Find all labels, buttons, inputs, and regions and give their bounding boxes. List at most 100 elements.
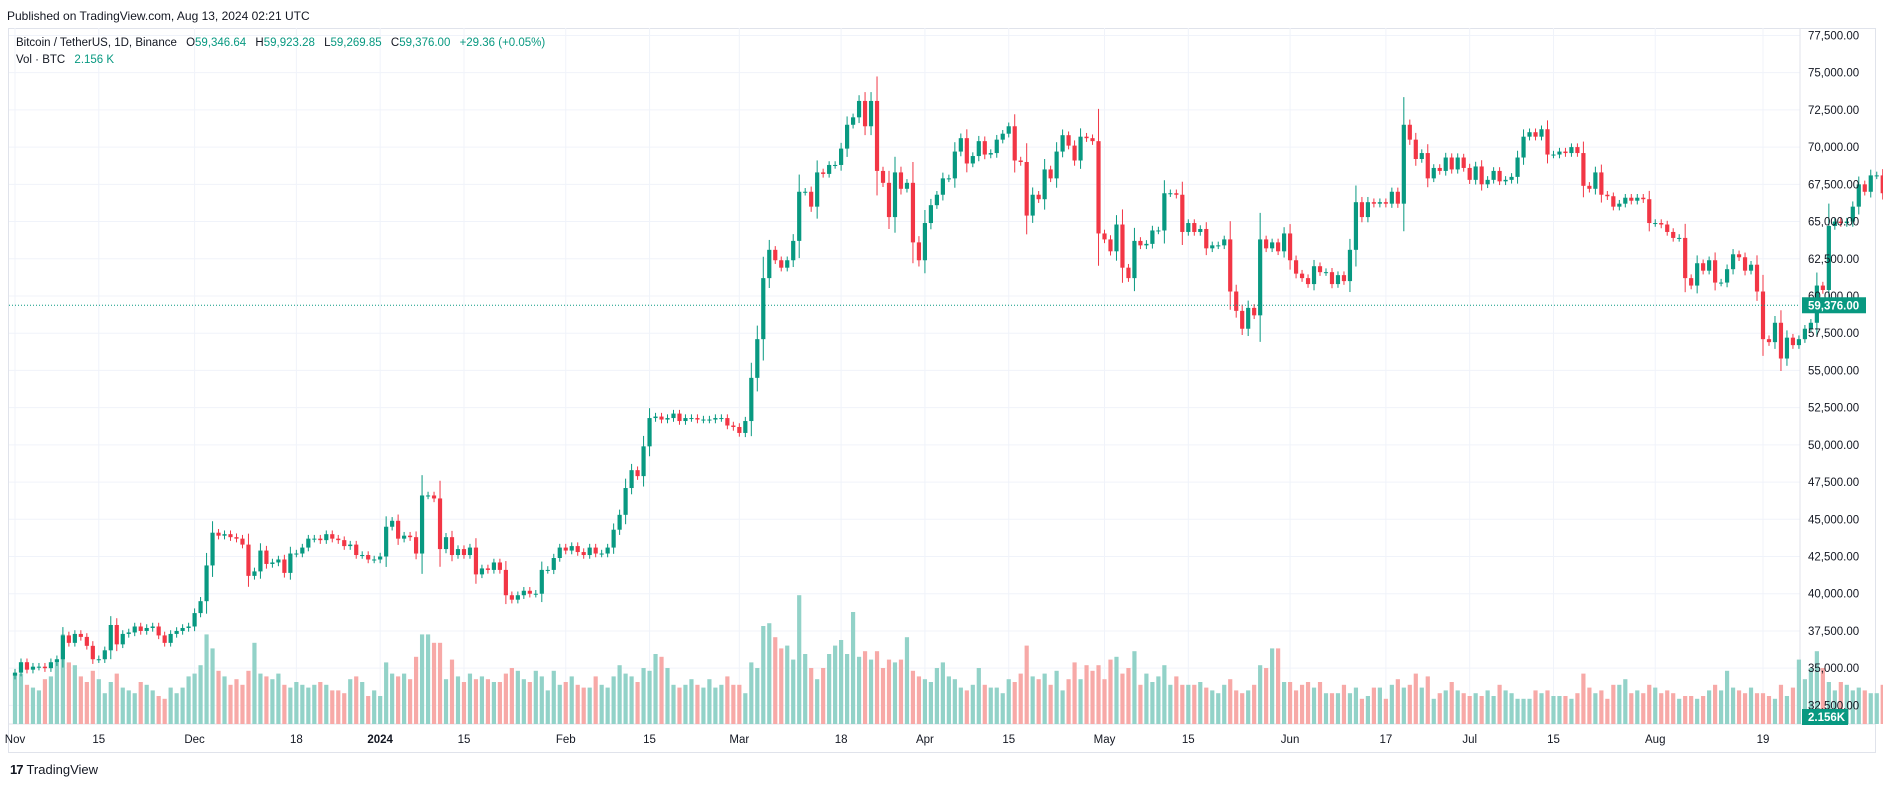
candle-body[interactable]	[336, 538, 341, 541]
candle-body[interactable]	[725, 418, 730, 426]
candle-body[interactable]	[198, 601, 203, 614]
candle-body[interactable]	[1018, 160, 1023, 162]
candle-body[interactable]	[773, 249, 778, 261]
candle-body[interactable]	[1276, 242, 1281, 252]
candle-body[interactable]	[599, 553, 604, 555]
candle-body[interactable]	[1419, 153, 1424, 160]
candle-body[interactable]	[72, 633, 77, 643]
candle-body[interactable]	[90, 645, 95, 660]
candle-body[interactable]	[1575, 147, 1580, 154]
candle-body[interactable]	[1479, 166, 1484, 185]
candle-body[interactable]	[1539, 129, 1544, 137]
candle-body[interactable]	[30, 666, 36, 670]
candle-body[interactable]	[563, 547, 568, 551]
candle-body[interactable]	[533, 593, 538, 595]
candle-body[interactable]	[222, 534, 227, 536]
candle-body[interactable]	[1617, 203, 1622, 207]
candle-body[interactable]	[1754, 264, 1760, 292]
candle-body[interactable]	[354, 544, 359, 556]
candle-body[interactable]	[1730, 254, 1736, 270]
candle-body[interactable]	[174, 630, 179, 634]
candle-body[interactable]	[1593, 172, 1598, 189]
candle-body[interactable]	[856, 100, 862, 118]
footer-brand[interactable]: 17 TradingView	[10, 762, 98, 777]
candle-body[interactable]	[1683, 237, 1688, 279]
candle-body[interactable]	[916, 242, 922, 261]
candle-body[interactable]	[1641, 197, 1646, 200]
candle-body[interactable]	[1012, 126, 1017, 161]
candle-body[interactable]	[1090, 138, 1095, 142]
candle-body[interactable]	[1533, 132, 1538, 137]
candle-body[interactable]	[1204, 228, 1209, 249]
candle-body[interactable]	[1311, 266, 1317, 285]
candle-body[interactable]	[1629, 197, 1634, 201]
candle-body[interactable]	[1455, 157, 1460, 170]
candle-body[interactable]	[1120, 224, 1125, 268]
candle-body[interactable]	[1024, 161, 1029, 216]
candle-body[interactable]	[348, 544, 353, 547]
candle-body[interactable]	[1707, 260, 1712, 271]
candle-body[interactable]	[264, 550, 269, 564]
candle-body[interactable]	[683, 418, 688, 422]
candle-body[interactable]	[880, 170, 886, 183]
candle-body[interactable]	[1036, 194, 1041, 200]
candle-body[interactable]	[419, 495, 425, 554]
candle-body[interactable]	[761, 278, 766, 340]
candle-body[interactable]	[569, 546, 574, 551]
candle-body[interactable]	[1329, 272, 1335, 285]
candle-body[interactable]	[946, 178, 951, 180]
candle-body[interactable]	[455, 549, 461, 556]
candle-body[interactable]	[96, 659, 101, 661]
candle-body[interactable]	[1216, 245, 1221, 247]
candle-body[interactable]	[497, 562, 502, 570]
candle-body[interactable]	[384, 526, 389, 557]
candle-body[interactable]	[1742, 257, 1748, 271]
candle-body[interactable]	[1653, 223, 1658, 225]
candle-body[interactable]	[1006, 126, 1011, 134]
candle-body[interactable]	[48, 662, 54, 669]
candle-body[interactable]	[210, 532, 215, 566]
candle-body[interactable]	[270, 562, 275, 564]
candle-body[interactable]	[1713, 260, 1718, 283]
candle-body[interactable]	[1389, 191, 1394, 204]
candle-body[interactable]	[976, 141, 981, 157]
candle-body[interactable]	[36, 666, 42, 668]
candle-body[interactable]	[1168, 193, 1173, 195]
candle-body[interactable]	[246, 544, 251, 576]
candle-body[interactable]	[868, 100, 874, 127]
candle-body[interactable]	[204, 565, 209, 602]
candle-body[interactable]	[1449, 157, 1454, 170]
candle-body[interactable]	[120, 633, 125, 645]
candle-body[interactable]	[1246, 307, 1251, 329]
candle-body[interactable]	[635, 470, 640, 477]
candle-body[interactable]	[1425, 153, 1430, 179]
candle-body[interactable]	[1293, 260, 1299, 274]
candle-body[interactable]	[12, 672, 18, 676]
candle-body[interactable]	[737, 426, 742, 433]
candle-body[interactable]	[1677, 237, 1682, 239]
candle-body[interactable]	[1186, 223, 1191, 232]
candle-body[interactable]	[839, 148, 844, 165]
candle-body[interactable]	[1066, 135, 1071, 146]
candle-body[interactable]	[234, 537, 239, 539]
candle-body[interactable]	[1377, 202, 1382, 204]
candle-body[interactable]	[1323, 272, 1329, 274]
candle-body[interactable]	[833, 164, 838, 166]
candle-body[interactable]	[617, 514, 622, 530]
candle-body[interactable]	[1108, 239, 1113, 252]
candle-body[interactable]	[1862, 184, 1867, 192]
candle-body[interactable]	[1808, 322, 1813, 329]
candle-body[interactable]	[934, 194, 939, 206]
candle-body[interactable]	[994, 139, 999, 154]
candle-body[interactable]	[1054, 151, 1059, 179]
candle-body[interactable]	[892, 172, 898, 218]
candle-body[interactable]	[1605, 194, 1610, 197]
candle-body[interactable]	[294, 553, 299, 555]
candle-body[interactable]	[701, 419, 706, 421]
candle-body[interactable]	[1736, 254, 1742, 258]
candle-body[interactable]	[653, 416, 658, 419]
candle-body[interactable]	[910, 182, 916, 243]
candle-body[interactable]	[180, 627, 185, 631]
candle-body[interactable]	[1461, 157, 1466, 168]
candle-body[interactable]	[581, 552, 586, 556]
